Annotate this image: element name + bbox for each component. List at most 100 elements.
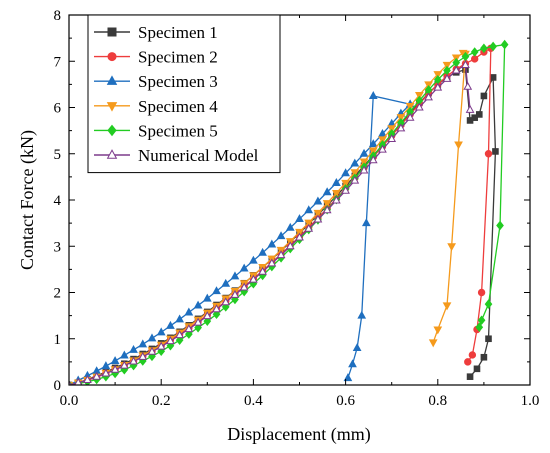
data-point xyxy=(463,81,473,90)
data-point xyxy=(500,39,509,50)
y-tick-label: 8 xyxy=(54,8,62,24)
data-point xyxy=(276,250,286,259)
data-point xyxy=(156,327,166,336)
data-point xyxy=(129,344,138,353)
data-point xyxy=(451,65,461,74)
data-point xyxy=(166,320,175,329)
legend-label: Specimen 5 xyxy=(138,121,218,140)
data-point xyxy=(295,214,304,223)
data-point xyxy=(359,165,369,174)
data-point xyxy=(396,123,406,132)
data-point xyxy=(175,330,185,339)
legend-item: Specimen 5 xyxy=(94,121,218,140)
legend-marker xyxy=(107,124,117,137)
legend-marker xyxy=(107,52,117,62)
y-axis-title: Contact Force (kN) xyxy=(17,130,38,270)
legend-label: Specimen 3 xyxy=(138,72,218,91)
data-point xyxy=(304,223,314,232)
data-point xyxy=(475,322,484,332)
data-point xyxy=(343,373,353,382)
data-point xyxy=(447,243,456,252)
data-point xyxy=(341,168,350,177)
data-point xyxy=(166,336,175,345)
x-axis-title: Displacement (mm) xyxy=(227,424,370,445)
data-point xyxy=(433,326,443,335)
data-point xyxy=(466,373,474,380)
data-point xyxy=(414,91,424,100)
data-point xyxy=(405,103,415,111)
y-tick-label: 2 xyxy=(54,286,62,302)
y-tick-label: 6 xyxy=(54,101,62,117)
data-point xyxy=(387,125,397,134)
data-point xyxy=(352,343,362,352)
data-point xyxy=(193,317,203,326)
data-point xyxy=(304,219,314,228)
data-point xyxy=(332,178,341,186)
data-point xyxy=(175,314,185,323)
data-point xyxy=(110,356,120,365)
data-point xyxy=(313,214,323,223)
legend-item: Specimen 2 xyxy=(94,48,218,67)
data-point xyxy=(428,339,438,348)
data-point xyxy=(361,218,371,227)
x-tick-label: 0.2 xyxy=(152,393,171,409)
data-point xyxy=(202,311,212,320)
series-line xyxy=(69,63,471,385)
data-point xyxy=(464,358,472,366)
data-point xyxy=(484,299,493,309)
data-point xyxy=(484,150,493,158)
legend-item: Specimen 4 xyxy=(94,97,218,116)
data-point xyxy=(175,335,184,345)
data-point xyxy=(480,353,488,361)
data-point xyxy=(110,364,120,373)
data-point xyxy=(496,220,504,231)
data-point xyxy=(101,368,111,377)
data-point xyxy=(341,179,350,188)
data-point xyxy=(239,282,249,291)
data-point xyxy=(230,271,240,280)
data-point xyxy=(378,136,387,145)
data-point xyxy=(368,139,378,148)
data-point xyxy=(433,71,443,80)
legend-label: Numerical Model xyxy=(138,146,259,165)
data-point xyxy=(414,102,424,111)
data-point xyxy=(74,377,83,385)
y-tick-label: 0 xyxy=(54,378,62,394)
data-point xyxy=(285,241,295,250)
x-tick-label: 0.6 xyxy=(336,393,355,409)
data-point xyxy=(350,158,360,167)
data-point xyxy=(387,134,397,143)
data-point xyxy=(357,310,367,319)
data-point xyxy=(239,263,249,272)
data-point xyxy=(156,341,166,350)
data-point xyxy=(322,200,332,209)
data-point xyxy=(267,258,277,267)
data-point xyxy=(193,300,203,309)
legend-marker xyxy=(106,75,118,85)
data-point xyxy=(477,288,486,297)
data-point xyxy=(477,315,486,326)
data-point xyxy=(276,231,286,240)
legend-label: Specimen 4 xyxy=(138,97,218,116)
data-point xyxy=(230,289,240,298)
data-point xyxy=(92,371,102,380)
data-point xyxy=(221,278,231,287)
data-point xyxy=(492,148,499,155)
data-point xyxy=(212,304,221,313)
data-point xyxy=(348,359,357,368)
data-point xyxy=(489,74,497,81)
data-point xyxy=(332,190,341,198)
data-point xyxy=(368,155,378,164)
data-point xyxy=(147,346,157,355)
data-point xyxy=(480,92,488,100)
data-point xyxy=(480,43,488,54)
y-tick-label: 5 xyxy=(54,147,62,163)
data-point xyxy=(350,169,360,178)
data-point xyxy=(138,339,148,348)
legend-marker xyxy=(106,149,118,159)
data-point xyxy=(322,205,332,214)
y-tick-label: 1 xyxy=(54,332,62,348)
data-point xyxy=(304,205,314,214)
data-point xyxy=(473,365,481,373)
data-point xyxy=(267,239,277,248)
